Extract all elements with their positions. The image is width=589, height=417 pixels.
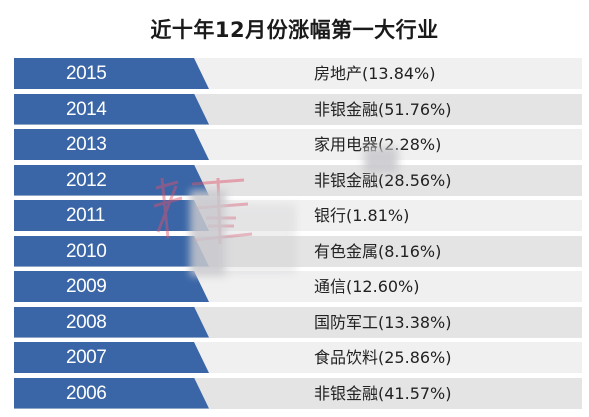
year-label: 2014: [66, 98, 107, 120]
chart-title: 近十年12月份涨幅第一大行业: [150, 18, 439, 42]
industry-label: 通信(12.60%): [314, 277, 420, 296]
table-row: 2006 非银金融(41.57%): [14, 377, 582, 409]
industry-label: 有色金属(8.16%): [314, 241, 442, 261]
industry-label: 国防军工(13.38%): [314, 312, 452, 332]
ranking-table: 2015 房地产(13.84%) 2014 非银金融(51.76%) 2013 家用电器(…: [14, 58, 582, 413]
table-row: 2012 非银金融(28.56%): [14, 164, 582, 196]
year-label: 2010: [66, 240, 107, 262]
industry-label: 非银金融(51.76%): [314, 99, 452, 119]
year-label: 2009: [66, 276, 107, 297]
year-band: [14, 93, 209, 125]
table-row: 2014 非银金融(51.76%): [14, 93, 582, 125]
year-band: [14, 377, 209, 409]
year-band: [14, 129, 209, 160]
year-label: 2006: [66, 382, 107, 404]
year-label: 2015: [66, 63, 107, 84]
table-row: 2008 国防军工(13.38%): [14, 306, 582, 338]
industry-label: 非银金融(28.56%): [314, 170, 452, 190]
table-row: 2011 银行(1.81%): [14, 200, 582, 231]
industry-label: 银行(1.81%): [314, 206, 410, 225]
year-band: [14, 342, 209, 373]
industry-label: 房地产(13.84%): [314, 64, 436, 83]
year-band: [14, 271, 209, 302]
table-row: 2007 食品饮料(25.86%): [14, 342, 582, 373]
industry-label: 家用电器(2.28%): [314, 135, 442, 154]
industry-label: 非银金融(41.57%): [314, 383, 452, 403]
year-band: [14, 58, 209, 89]
year-band: [14, 306, 209, 338]
table-row: 2015 房地产(13.84%): [14, 58, 582, 89]
industry-label: 食品饮料(25.86%): [314, 348, 452, 367]
year-band: [14, 235, 209, 267]
year-band: [14, 200, 209, 231]
table-row: 2010 有色金属(8.16%): [14, 235, 582, 267]
year-label: 2008: [66, 311, 107, 333]
table-row: 2009 通信(12.60%): [14, 271, 582, 302]
table-row: 2013 家用电器(2.28%): [14, 129, 582, 160]
year-label: 2007: [66, 347, 107, 368]
year-label: 2011: [66, 205, 105, 226]
year-label: 2012: [66, 169, 107, 191]
year-label: 2013: [66, 134, 107, 155]
year-band: [14, 164, 209, 196]
